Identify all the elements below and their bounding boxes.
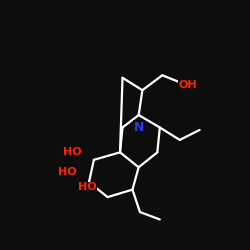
Text: HO: HO [63, 147, 82, 157]
Text: N: N [134, 121, 144, 134]
Text: OH: OH [178, 80, 197, 90]
Text: HO: HO [58, 167, 76, 177]
Text: HO: HO [78, 182, 96, 192]
